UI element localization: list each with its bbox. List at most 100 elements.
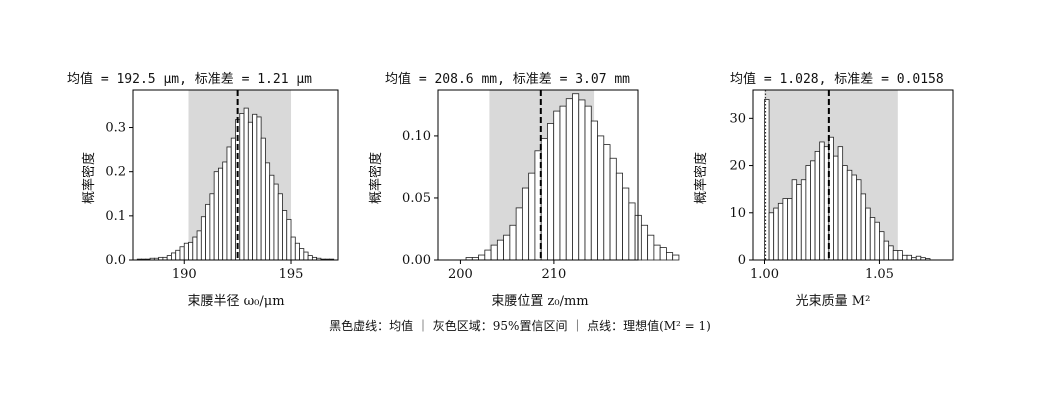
histogram-bar: [628, 202, 636, 261]
histogram-bar: [666, 252, 674, 261]
histogram-bar: [902, 254, 908, 261]
histogram-bar: [540, 137, 548, 261]
histogram-bar: [768, 212, 775, 261]
histogram-bar: [672, 254, 680, 261]
histogram-bar: [528, 172, 536, 261]
histogram-bar: [179, 246, 185, 261]
panel-2-title: 均值 = 208.6 mm, 标准差 = 3.07 mm: [385, 71, 630, 87]
y-tick-label: 0.1: [105, 209, 126, 224]
histogram-bar: [584, 105, 592, 261]
histogram-bar: [915, 255, 922, 261]
histogram-bar: [874, 221, 880, 261]
y-tick-label: 0.2: [105, 165, 126, 180]
histogram-bar: [521, 187, 530, 261]
histogram-bar: [307, 255, 313, 261]
axes-frame: [752, 89, 954, 261]
panel-2-ylabel: 概率密度: [368, 152, 384, 204]
histogram-bar: [183, 242, 189, 261]
histogram-bar: [791, 179, 798, 261]
histogram-bar: [860, 193, 867, 261]
histogram-bar: [851, 174, 857, 261]
histogram-bar: [269, 174, 275, 261]
y-tick-label: 0.3: [105, 121, 126, 136]
histogram-bar: [484, 249, 492, 261]
histogram-bar: [796, 184, 802, 261]
axes-frame: [437, 89, 639, 261]
histogram-bar: [856, 179, 862, 261]
histogram-bar: [773, 207, 779, 261]
x-tick-label: 1.00: [750, 267, 779, 282]
histogram-bar: [166, 255, 172, 261]
histogram-bar: [299, 248, 305, 261]
histogram-bar: [819, 141, 825, 261]
histogram-bar: [256, 116, 262, 261]
histogram-bar: [906, 254, 913, 261]
histogram-bar: [247, 121, 253, 261]
histogram-bar: [303, 251, 309, 261]
histogram-bar: [883, 240, 890, 261]
panel-2-plot: 0.00 0.05 0.10 200 210: [402, 89, 680, 282]
x-tick-label: 200: [448, 267, 473, 282]
y-tick-label: 20: [729, 159, 746, 174]
histogram-bar: [553, 110, 561, 261]
histogram-bar: [252, 113, 258, 261]
y-tick-label: 30: [729, 111, 746, 126]
histogram-bar: [578, 99, 586, 261]
x-tick-label: 190: [172, 267, 197, 282]
histogram-bar: [478, 254, 486, 261]
histogram-bar: [205, 203, 211, 261]
histogram-bar: [590, 120, 598, 261]
panel-3-xlabel: 光束质量 M²: [796, 294, 871, 309]
histogram-bar: [200, 216, 207, 261]
histogram-bar: [243, 107, 249, 261]
histogram-bar: [213, 171, 219, 261]
histogram-bar: [777, 202, 784, 261]
panel-2-waist-position: 0.00 0.05 0.10 200 210 均值 = 208.6 mm, 标准差 = …: [368, 71, 680, 309]
histogram-bar: [559, 105, 567, 261]
panel-1-xlabel: 束腰半径 ω₀/μm: [187, 294, 284, 309]
y-tick-label: 0.05: [402, 191, 431, 206]
histogram-bar: [239, 113, 245, 261]
histogram-bar: [879, 231, 885, 261]
x-tick-label: 195: [279, 267, 304, 282]
histogram-bar: [209, 193, 215, 261]
histogram-bar: [282, 210, 288, 261]
panel-1-ylabel: 概率密度: [81, 152, 97, 204]
y-tick-label: 0: [738, 253, 746, 268]
panel-3-ylabel: 概率密度: [693, 152, 709, 204]
histogram-bar: [196, 230, 202, 261]
histogram-bar: [503, 234, 511, 261]
histogram-bar: [846, 169, 853, 261]
histogram-bar: [277, 193, 283, 261]
histogram-bar: [837, 146, 844, 261]
histogram-bar: [842, 165, 848, 261]
histogram-bar: [787, 198, 793, 261]
histogram-bar: [659, 247, 667, 261]
panel-2-xlabel: 束腰位置 z₀/mm: [491, 294, 588, 309]
histogram-bar: [230, 137, 236, 261]
histogram-bar: [260, 137, 266, 261]
histogram-bar: [800, 179, 807, 261]
histogram-bar: [647, 234, 655, 261]
histogram-bar: [490, 244, 498, 261]
footer-legend-text: 黑色虚线：均值 ｜ 灰色区域：95%置信区间 ｜ 点线：理想值(M² = 1): [329, 318, 711, 333]
panel-1-title: 均值 = 192.5 μm, 标准差 = 1.21 μm: [67, 71, 312, 87]
histogram-bar: [509, 224, 517, 261]
histogram-bar: [603, 144, 611, 261]
panel-1-plot: 0.0 0.1 0.2 0.3 190 195: [105, 89, 339, 282]
histogram-bar: [897, 250, 903, 261]
histogram-bar: [294, 242, 300, 261]
histogram-bar: [565, 98, 573, 261]
histogram-bar: [171, 252, 177, 261]
panel-1-waist-radius: 0.0 0.1 0.2 0.3 190 195 均值 = 192.5 μm, 标准差 = …: [67, 71, 339, 309]
histogram-bar: [218, 167, 224, 261]
histogram-bar: [888, 245, 894, 261]
histogram-bar: [814, 150, 821, 261]
x-tick-label: 210: [541, 267, 566, 282]
panel-3-beam-quality: 0 10 20 30 1.00 1.05 均值 = 1.028, 标准差 = 0.0158…: [693, 71, 954, 309]
axes-frame: [132, 89, 339, 261]
histogram-bar: [653, 244, 661, 261]
histogram-bar: [833, 155, 839, 261]
x-tick-label: 1.05: [865, 267, 894, 282]
